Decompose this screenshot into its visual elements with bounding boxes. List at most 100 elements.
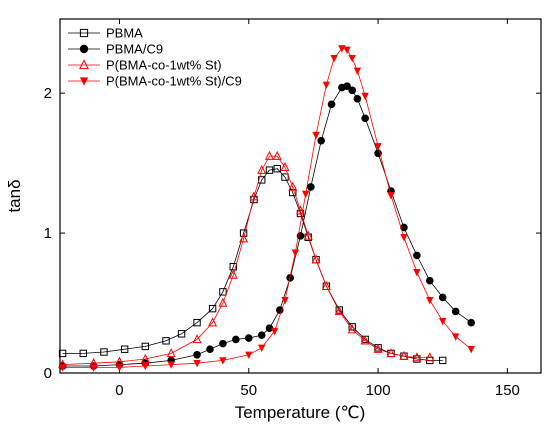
- data-point: [232, 335, 240, 344]
- data-point: [264, 150, 274, 160]
- data-point: [334, 306, 344, 316]
- data-point: [193, 360, 201, 368]
- data-point: [400, 234, 408, 242]
- data-point: [426, 276, 434, 285]
- data-point: [303, 230, 313, 240]
- data-point: [289, 188, 297, 197]
- data-point: [373, 343, 383, 353]
- data-point: [348, 54, 356, 63]
- legend-item: PBMA: [68, 26, 143, 41]
- data-point: [265, 166, 274, 174]
- data-point: [360, 335, 370, 345]
- data-point: [79, 44, 89, 54]
- legend-item: PBMA/C9: [68, 42, 163, 57]
- data-point: [100, 348, 108, 356]
- data-point: [321, 280, 331, 290]
- series-3: [58, 150, 435, 369]
- data-point: [193, 318, 201, 327]
- data-point: [311, 254, 321, 264]
- data-point: [288, 181, 298, 191]
- data-point: [257, 164, 267, 174]
- data-point: [343, 46, 351, 54]
- legend-label: PBMA/C9: [106, 42, 163, 57]
- data-point: [281, 297, 289, 305]
- data-point: [467, 346, 475, 354]
- y-axis-ticks: 0 1 2: [44, 85, 541, 382]
- data-point: [193, 351, 201, 359]
- data-point: [374, 149, 382, 158]
- data-point: [467, 318, 475, 327]
- data-point: [426, 297, 434, 305]
- data-point: [141, 362, 150, 371]
- data-point: [58, 349, 67, 358]
- data-point: [451, 307, 460, 316]
- data-point: [219, 339, 227, 348]
- data-point: [301, 190, 310, 199]
- data-point: [451, 333, 460, 341]
- data-point: [312, 131, 320, 140]
- x-tick-label: 100: [366, 382, 391, 399]
- data-point: [257, 331, 266, 340]
- data-point: [361, 92, 369, 101]
- data-point: [439, 318, 447, 326]
- data-point: [347, 324, 357, 334]
- data-point: [79, 28, 89, 38]
- data-point: [348, 86, 357, 95]
- data-point: [386, 348, 396, 358]
- x-tick-label: 0: [115, 382, 123, 399]
- data-point: [228, 269, 238, 279]
- data-point: [291, 249, 300, 257]
- data-point: [245, 351, 253, 360]
- x-tick-label: 50: [240, 382, 257, 399]
- data-point: [167, 361, 175, 369]
- series-2: [58, 82, 475, 370]
- data-point: [219, 357, 227, 365]
- data-point: [162, 337, 170, 345]
- data-point: [79, 77, 89, 86]
- data-point: [399, 350, 409, 360]
- data-point: [276, 306, 284, 314]
- data-point: [239, 233, 249, 243]
- legend-item: P(BMA-co-1wt% St): [68, 58, 222, 73]
- data-point: [317, 136, 325, 145]
- data-point: [295, 205, 306, 215]
- data-point: [438, 293, 447, 302]
- series-layer: [58, 45, 475, 372]
- data-point: [281, 173, 289, 181]
- data-point: [327, 100, 336, 109]
- data-point: [208, 317, 218, 327]
- legend-item: P(BMA-co-1wt% St)/C9: [68, 74, 242, 89]
- data-point: [79, 349, 87, 358]
- data-point: [412, 352, 422, 362]
- data-point: [374, 143, 382, 151]
- y-tick-label: 1: [44, 225, 52, 242]
- data-point: [79, 59, 89, 70]
- data-point: [239, 229, 248, 237]
- data-point: [218, 297, 228, 307]
- data-point: [58, 364, 67, 372]
- data-point: [272, 150, 282, 160]
- legend-label: P(BMA-co-1wt% St): [106, 58, 222, 73]
- data-point: [265, 324, 274, 333]
- data-point: [387, 192, 395, 200]
- y-axis-title: tanδ: [5, 179, 24, 212]
- data-point: [322, 81, 331, 89]
- data-point: [439, 356, 447, 365]
- y-tick-label: 2: [44, 85, 52, 102]
- data-point: [413, 269, 421, 277]
- data-point: [425, 352, 435, 362]
- data-point: [273, 165, 281, 173]
- data-point: [353, 94, 362, 103]
- data-point: [140, 353, 150, 363]
- data-point: [219, 288, 227, 296]
- data-point: [249, 191, 259, 201]
- legend-label: PBMA: [106, 26, 143, 41]
- x-tick-label: 150: [495, 382, 520, 399]
- data-point: [330, 54, 338, 63]
- legend-label: P(BMA-co-1wt% St)/C9: [106, 74, 242, 89]
- data-point: [400, 223, 408, 232]
- x-axis-ticks: 0 50 100 150: [115, 19, 520, 399]
- series-line: [62, 47, 472, 368]
